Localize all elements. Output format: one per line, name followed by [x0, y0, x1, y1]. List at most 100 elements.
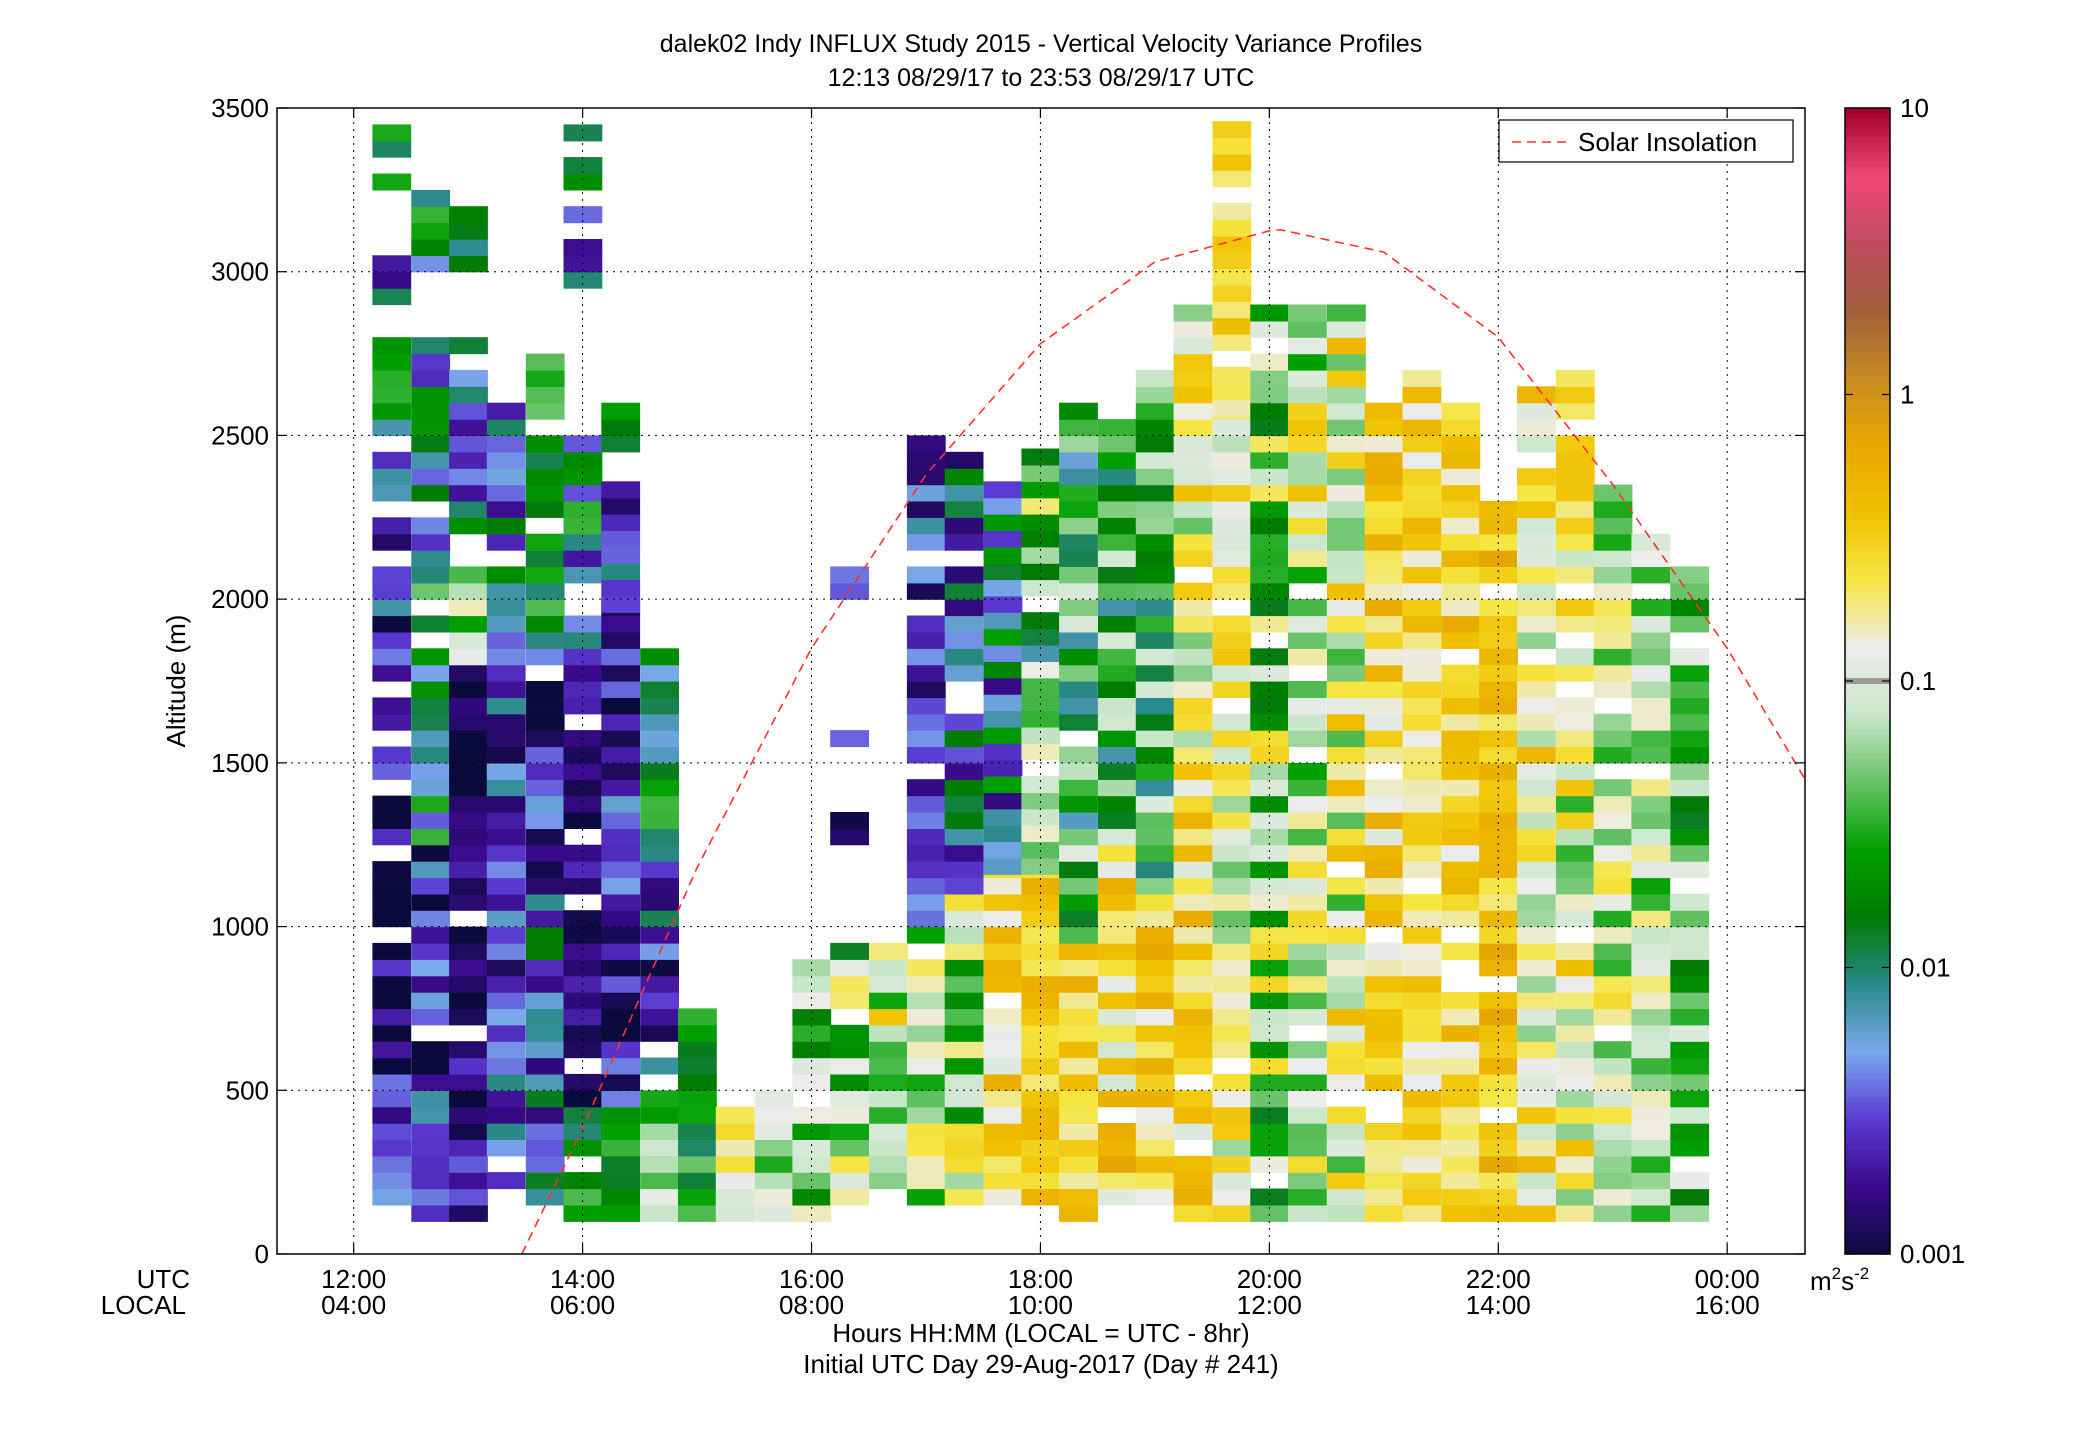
heatmap-cell: [372, 337, 412, 355]
heatmap-cell: [1364, 812, 1404, 829]
heatmap-cell: [1593, 746, 1633, 764]
heatmap-cell: [525, 369, 565, 387]
heatmap-cell: [411, 1041, 451, 1059]
colorbar-segment: [1845, 766, 1890, 773]
heatmap-cell: [944, 992, 984, 1010]
heatmap-cell: [944, 1139, 984, 1157]
heatmap-cell: [525, 713, 565, 731]
heatmap-cell: [1098, 746, 1137, 764]
heatmap-cell: [944, 959, 984, 977]
heatmap-cell: [1288, 484, 1327, 502]
heatmap-cell: [640, 795, 679, 813]
colorbar-segment: [1845, 1172, 1890, 1179]
heatmap-cell: [1098, 1155, 1137, 1173]
heatmap-cell: [486, 484, 526, 502]
heatmap-cell: [1212, 451, 1252, 469]
heatmap-cell: [830, 1106, 869, 1124]
heatmap-cell: [1250, 1139, 1290, 1157]
colorbar-segment: [1845, 1053, 1890, 1059]
heatmap-cell: [411, 861, 451, 879]
heatmap-cell: [1098, 484, 1137, 502]
heatmap-cell: [411, 255, 451, 273]
heatmap-cell: [411, 975, 451, 993]
heatmap-cell: [1479, 713, 1518, 731]
heatmap-cell: [1631, 1057, 1671, 1075]
heatmap-cell: [1250, 550, 1290, 567]
heatmap-cell: [525, 828, 565, 846]
heatmap-cell: [1098, 435, 1137, 453]
heatmap-cell: [601, 481, 641, 499]
heatmap-cell: [411, 550, 451, 567]
heatmap-cell: [1402, 1024, 1442, 1042]
heatmap-cell: [1402, 762, 1442, 780]
colorbar-segment: [1845, 762, 1890, 768]
heatmap-cell: [1098, 517, 1137, 535]
colorbar-segment: [1845, 155, 1890, 162]
heatmap-cell: [1288, 942, 1327, 960]
heatmap-cell: [1212, 942, 1252, 960]
heatmap-cell: [1402, 942, 1442, 960]
heatmap-cell: [411, 681, 451, 698]
heatmap-cell: [906, 631, 946, 649]
heatmap-cell: [1098, 615, 1137, 633]
heatmap-cell: [1135, 730, 1175, 748]
heatmap-cell: [372, 975, 412, 993]
heatmap-cell: [601, 762, 641, 780]
heatmap-cell: [1517, 1139, 1556, 1157]
heatmap-cell: [678, 1172, 717, 1190]
heatmap-cell: [525, 582, 565, 600]
heatmap-cell: [1059, 1188, 1098, 1206]
heatmap-cell: [1288, 615, 1327, 633]
heatmap-cell: [449, 893, 488, 911]
heatmap-cell: [1441, 779, 1481, 797]
heatmap-cell: [1173, 877, 1213, 895]
heatmap-cell: [1402, 484, 1442, 502]
heatmap-cell: [1555, 599, 1595, 617]
colorbar-segment: [1845, 1153, 1890, 1160]
heatmap-cell: [525, 812, 565, 829]
heatmap-cell: [1212, 268, 1252, 286]
heatmap-cell: [1135, 975, 1175, 993]
heatmap-cell: [1135, 861, 1175, 879]
heatmap-cell: [486, 500, 526, 518]
colorbar-segment: [1845, 485, 1890, 491]
heatmap-cell: [525, 975, 565, 993]
heatmap-cell: [1212, 582, 1252, 600]
x-tick-label-local: 04:00: [321, 1290, 386, 1320]
heatmap-cell: [1250, 468, 1290, 486]
heatmap-cell: [1441, 550, 1481, 567]
heatmap-cell: [944, 1090, 984, 1108]
colorbar-units-base: m: [1810, 1266, 1832, 1296]
heatmap-cell: [1212, 383, 1252, 400]
heatmap-cell: [563, 468, 603, 486]
heatmap-cell: [1173, 500, 1213, 518]
heatmap-cell: [1288, 386, 1327, 404]
heatmap-cell: [1059, 419, 1098, 437]
colorbar-tick-label: 10: [1900, 93, 1929, 123]
heatmap-cell: [449, 1008, 488, 1026]
colorbar-segment: [1845, 929, 1890, 935]
colorbar-marker: [1845, 678, 1890, 684]
heatmap-cell: [1593, 517, 1633, 535]
heatmap-cell: [449, 206, 488, 224]
heatmap-cell: [601, 1090, 641, 1108]
heatmap-cell: [601, 795, 641, 813]
heatmap-cell: [1441, 1008, 1481, 1026]
heatmap-cell: [601, 681, 641, 698]
heatmap-cell: [372, 1073, 412, 1091]
colorbar-segment: [1845, 719, 1890, 725]
heatmap-cell: [1098, 893, 1137, 911]
heatmap-cell: [1173, 369, 1213, 387]
colorbar-segment: [1845, 117, 1890, 123]
heatmap-cell: [1593, 664, 1633, 682]
heatmap-cell: [1364, 451, 1404, 469]
colorbar-segment: [1845, 657, 1890, 663]
heatmap-cell: [1555, 795, 1595, 813]
heatmap-cell: [1670, 1204, 1710, 1222]
heatmap-cell: [906, 779, 946, 797]
heatmap-cell: [1173, 517, 1213, 535]
heatmap-cell: [1364, 517, 1404, 535]
heatmap-cell: [1250, 353, 1290, 371]
heatmap-cell: [601, 402, 641, 420]
heatmap-cell: [1517, 533, 1556, 551]
